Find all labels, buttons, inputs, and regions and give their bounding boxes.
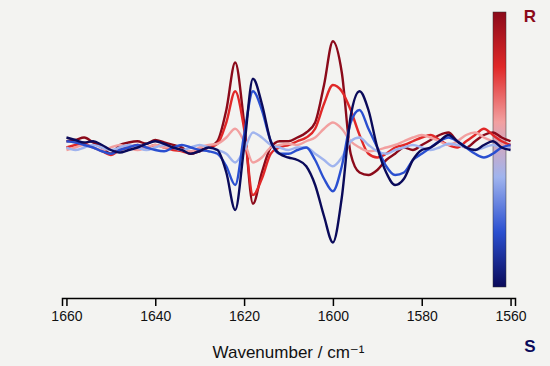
x-tick-mark [244,298,246,306]
x-tick: 1620 [229,298,260,324]
x-tick: 1640 [140,298,171,324]
x-tick-mark [66,298,68,306]
color-bar-label: S [524,337,535,356]
spectrum-line [66,41,510,204]
x-tick-label: 1660 [51,308,82,324]
x-tick-label: 1620 [229,308,260,324]
x-axis-line [63,299,516,307]
x-tick: 1660 [51,298,82,324]
x-tick-mark [510,298,512,306]
x-tick-label: 1560 [495,308,526,324]
x-tick-label: 1640 [140,308,171,324]
x-tick-mark [333,298,335,306]
x-tick: 1560 [495,298,526,324]
x-tick-mark [421,298,423,306]
x-tick-label: 1600 [318,308,349,324]
x-tick: 1580 [407,298,438,324]
x-axis: 1660 1640 1620 1600 1580 1560 [51,298,526,324]
x-tick-mark [155,298,157,306]
x-axis-title: Wavenumber / cm⁻¹ [213,343,365,362]
plot-area [66,41,510,242]
spectrum-line [66,79,510,243]
spectrum-line [66,91,510,191]
color-bar-label: R [524,7,536,26]
x-tick-label: 1580 [407,308,438,324]
x-tick: 1600 [318,298,349,324]
spectrum-line [66,85,510,195]
